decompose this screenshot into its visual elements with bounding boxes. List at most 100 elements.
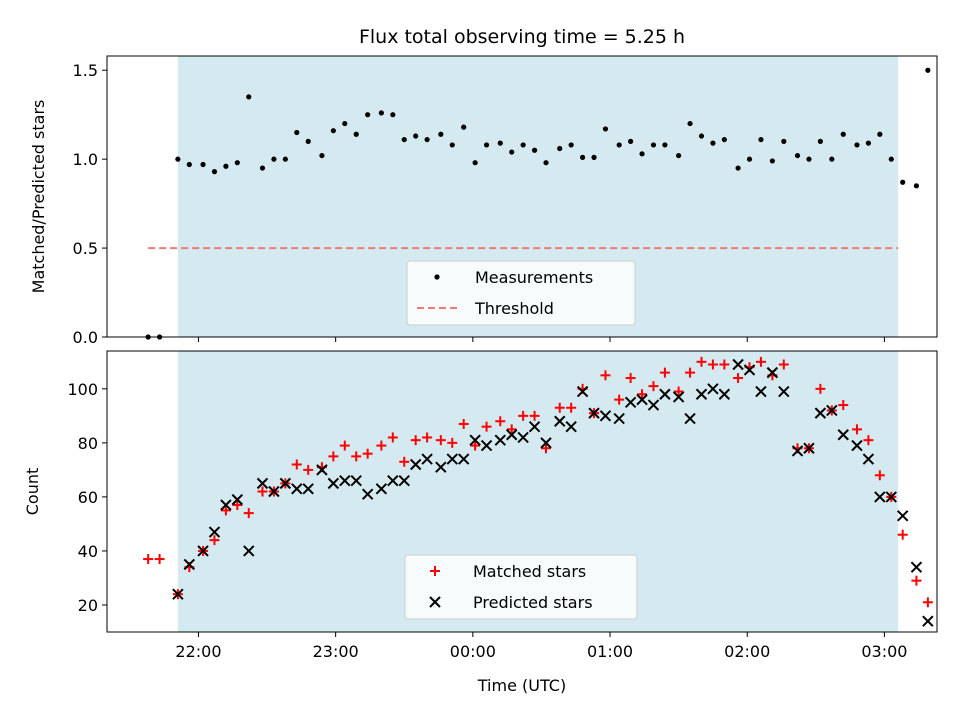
- predicted-star-point: [528, 420, 541, 433]
- matched-star-point: [529, 410, 540, 421]
- predicted-star-point: [778, 385, 790, 398]
- measurement-point: [520, 142, 526, 148]
- measurement-point: [735, 165, 741, 171]
- measurement-point: [271, 156, 277, 162]
- matched-star-point: [874, 470, 885, 481]
- measurement-point: [282, 156, 288, 162]
- measurement-point: [794, 152, 801, 159]
- measurement-point: [390, 112, 396, 118]
- predicted-star-point: [361, 488, 374, 500]
- y-tick-label: 100: [67, 380, 98, 399]
- matched-star-point: [518, 410, 529, 421]
- measurement-point: [200, 161, 206, 168]
- predicted-star-point: [896, 510, 909, 522]
- bottom-panel: 20 40 60 80 100 22:00 23:00 00:00 01:00 02:00 03:0…: [23, 350, 938, 695]
- matched-star-point: [328, 451, 339, 462]
- predicted-star-point: [862, 453, 875, 465]
- predicted-star-point: [910, 561, 923, 573]
- matched-star-point: [707, 359, 718, 370]
- predicted-star-point: [599, 410, 612, 422]
- measurement-point: [865, 140, 872, 146]
- measurement-point: [854, 142, 860, 148]
- predicted-star-point: [421, 453, 433, 465]
- matched-star-point: [600, 370, 611, 381]
- predicted-star-point: [659, 388, 671, 400]
- measurement-point: [211, 169, 218, 175]
- predicted-star-point: [624, 396, 637, 409]
- measurement-point: [449, 142, 455, 148]
- predicted-star-point: [732, 358, 744, 371]
- measurement-point: [353, 131, 359, 137]
- predicted-star-point: [874, 491, 886, 503]
- matched-star-point: [243, 508, 254, 519]
- y-tick-label: 1.5: [73, 61, 98, 80]
- measurement-point: [531, 147, 538, 153]
- y-tick-label: 80: [78, 434, 98, 453]
- chart-title: Flux total observing time = 5.25 h: [359, 26, 685, 48]
- predicted-star-point: [183, 558, 196, 571]
- measurement-point: [925, 67, 931, 73]
- measurement-point: [378, 110, 384, 116]
- matched-star-point: [911, 575, 922, 586]
- matched-star-point: [339, 440, 350, 451]
- matched-star-point: [447, 437, 458, 448]
- predicted-star-point: [588, 407, 600, 419]
- measurement-point: [877, 131, 883, 137]
- matched-star-point: [387, 432, 398, 443]
- legend-entry: Measurements: [475, 268, 593, 287]
- measurement-point: [223, 163, 229, 169]
- measurement-point: [330, 128, 336, 134]
- measurement-point: [497, 140, 503, 146]
- predicted-star-point: [409, 458, 422, 471]
- predicted-star-point: [517, 431, 529, 444]
- y-axis-label: Count: [23, 468, 42, 516]
- x-tick-label: 02:00: [724, 642, 770, 661]
- x-tick-label: 01:00: [587, 642, 633, 661]
- measurement-point: [234, 160, 240, 166]
- measurement-point: [840, 131, 846, 137]
- measurement-point: [305, 138, 311, 144]
- matched-star-point: [362, 448, 373, 459]
- measurement-point: [650, 142, 657, 148]
- y-tick-label: 60: [78, 488, 98, 507]
- measurement-point: [342, 120, 348, 127]
- predicted-star-point: [398, 474, 410, 487]
- matched-star-point: [733, 373, 744, 384]
- measurement-point: [913, 183, 920, 189]
- predicted-star-point: [636, 393, 648, 406]
- predicted-star-point: [837, 429, 849, 441]
- predicted-star-point: [446, 453, 458, 465]
- y-tick-label: 40: [78, 542, 98, 561]
- predicted-star-point: [339, 474, 351, 487]
- legend: Measurements Threshold: [406, 260, 636, 326]
- matched-star-point: [143, 554, 154, 565]
- predicted-star-point: [613, 412, 625, 425]
- measurement-point: [616, 142, 622, 148]
- measurement-point: [769, 158, 775, 164]
- measurement-point: [900, 179, 906, 185]
- y-axis-label: Matched/Predicted stars: [29, 100, 48, 294]
- predicted-star-point: [755, 385, 767, 398]
- matched-star-point: [209, 535, 220, 546]
- matched-star-point: [399, 456, 410, 467]
- measurement-point: [687, 120, 693, 127]
- predicted-star-point: [231, 493, 244, 506]
- measurement-point: [758, 136, 764, 143]
- matched-star-point: [685, 367, 696, 378]
- predicted-star-point: [803, 442, 815, 454]
- matched-star-point: [566, 402, 577, 413]
- predicted-star-point: [316, 464, 328, 476]
- predicted-star-point: [766, 366, 779, 379]
- measurement-point: [424, 136, 430, 143]
- legend-entry: Predicted stars: [473, 593, 593, 612]
- measurement-point: [710, 140, 716, 146]
- matched-star-point: [458, 418, 469, 429]
- measurement-point: [602, 126, 609, 132]
- matched-star-point: [220, 505, 231, 516]
- x-tick-label: 03:00: [861, 642, 907, 661]
- measurement-point: [461, 124, 467, 130]
- measurement-point: [698, 133, 705, 139]
- legend: Matched stars Predicted stars: [404, 554, 638, 620]
- matched-star-point: [291, 459, 302, 470]
